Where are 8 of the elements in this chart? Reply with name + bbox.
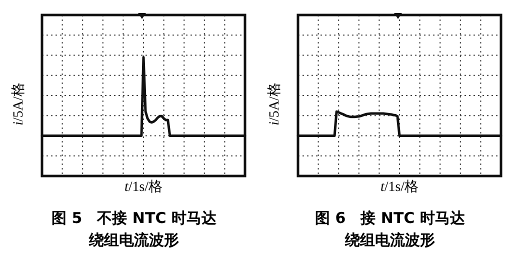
text: 绕组电流波形 <box>88 230 180 251</box>
text: 图 5 不接 NTC 时马达 <box>50 208 218 229</box>
y-axis-title: i/5A/格 <box>266 82 283 126</box>
x-axis-title: t/1s/格 <box>123 178 164 196</box>
text: 绕组电流波形 <box>344 230 436 251</box>
text: 图 6 接 NTC 时马达 <box>314 208 466 229</box>
y-axis-title: i/5A/格 <box>10 82 27 126</box>
x-axis-title: t/1s/格 <box>379 178 420 196</box>
